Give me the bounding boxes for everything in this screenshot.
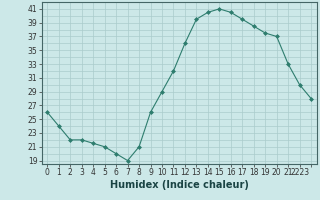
X-axis label: Humidex (Indice chaleur): Humidex (Indice chaleur) [110, 180, 249, 190]
